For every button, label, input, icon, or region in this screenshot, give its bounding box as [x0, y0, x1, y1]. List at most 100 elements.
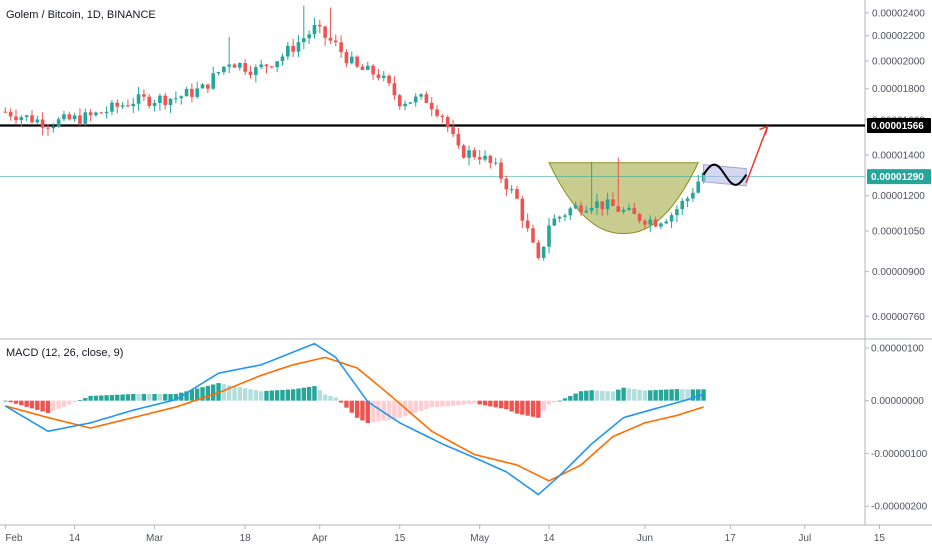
macd-axis[interactable]: 0.00000100 0.00000000 -0.00000100 -0.000002… — [865, 343, 928, 513]
candle-body — [195, 88, 200, 97]
candle-body — [429, 102, 434, 110]
candle-body — [51, 126, 56, 129]
histogram-bar — [605, 391, 610, 401]
candle-body — [467, 150, 471, 158]
histogram-bar — [35, 400, 40, 410]
candle-body — [445, 116, 450, 128]
candle-body — [275, 61, 279, 68]
histogram-bar — [594, 390, 600, 401]
candle-body — [8, 111, 13, 117]
histogram-bar — [83, 398, 88, 401]
histogram-bar — [450, 400, 456, 406]
candle-body — [397, 95, 402, 107]
candle-body — [72, 115, 77, 120]
time-tick-label: Mar — [146, 533, 164, 544]
candle-body — [451, 127, 455, 135]
candle-body — [83, 112, 88, 124]
price-tick-label: 0.00001400 — [872, 151, 925, 162]
histogram-bar — [115, 394, 120, 401]
candle-body — [675, 209, 679, 216]
histogram-bar — [541, 400, 546, 412]
histogram-bar — [690, 389, 696, 401]
candle-body — [525, 220, 530, 229]
candle-body — [46, 127, 50, 129]
candle-body — [120, 105, 125, 107]
candle-body — [67, 114, 72, 120]
candle-body — [318, 24, 322, 27]
time-tick-label: Feb — [5, 533, 23, 544]
candle-body — [280, 56, 285, 62]
histogram-bar — [413, 400, 418, 413]
candle-body — [147, 96, 152, 106]
histogram-bar — [157, 394, 163, 401]
candle-body — [248, 71, 253, 75]
histogram-bar — [504, 400, 509, 410]
candle-body — [264, 64, 269, 67]
histogram-bar — [29, 400, 35, 409]
candle-body — [419, 94, 423, 97]
candle-body — [600, 201, 605, 210]
candle-body — [424, 94, 429, 103]
candle-body — [595, 201, 599, 208]
histogram-bar — [477, 400, 482, 405]
time-axis[interactable]: Feb 14 Mar 18 Apr 15 May 14 Jun 17 Jul 15 — [4, 525, 885, 544]
macd-pane[interactable]: MACD (12, 26, close, 9) — [3, 342, 706, 496]
candles — [3, 5, 706, 261]
histogram-bar — [610, 391, 616, 401]
histogram-bar — [258, 391, 264, 401]
candle-body — [3, 111, 8, 113]
macd-signal-line — [5, 356, 704, 482]
histogram-bar — [200, 387, 205, 401]
candle-body — [653, 219, 658, 227]
histogram-bar — [189, 389, 195, 401]
price-tags: 0.00001566 0.00001290 — [867, 117, 931, 185]
candle-body — [461, 145, 466, 158]
price-axis[interactable]: 0.00002400 0.00002200 0.00002000 0.00001800… — [865, 8, 925, 323]
candle-body — [344, 52, 349, 64]
macd-tick-label: 0.00000000 — [871, 396, 924, 407]
price-tick-label: 0.00001800 — [872, 84, 925, 95]
price-tag-bg — [867, 169, 931, 185]
candle-body — [136, 94, 141, 104]
candle-body — [126, 105, 130, 107]
candle-body — [520, 198, 525, 221]
histogram-bar — [226, 385, 232, 401]
histogram-bar — [445, 400, 450, 407]
candle-body — [616, 206, 621, 212]
histogram-bar — [248, 389, 253, 401]
candle-body — [488, 155, 493, 163]
histogram-bar — [482, 400, 488, 406]
candle-body — [376, 74, 381, 78]
histogram-bar — [131, 394, 136, 401]
candle-body — [643, 220, 647, 225]
histogram-bar — [642, 390, 648, 401]
candle-body — [627, 208, 631, 210]
macd-line — [4, 342, 704, 496]
histogram-bar — [301, 387, 307, 401]
histogram-bar — [99, 395, 104, 401]
macd-title: MACD (12, 26, close, 9) — [6, 347, 123, 359]
price-tag-label: 0.00001290 — [871, 172, 924, 183]
histogram-bar — [685, 389, 690, 401]
candle-body — [312, 24, 317, 35]
histogram-bar — [333, 397, 338, 401]
histogram-bar — [306, 386, 312, 401]
macd-tick-label: -0.00000200 — [871, 502, 928, 513]
price-pane[interactable]: Golem / Bitcoin, 1D, BINANCE — [0, 5, 865, 261]
candle-body — [387, 75, 391, 84]
histogram-bar — [344, 400, 349, 408]
histogram-bar — [19, 400, 24, 406]
candle-body — [115, 102, 120, 107]
price-tag-bg — [867, 117, 931, 133]
histogram-bar — [493, 400, 498, 408]
histogram-bar — [429, 400, 434, 408]
candle-body — [158, 95, 162, 103]
histogram-bar — [45, 400, 51, 414]
candle-body — [477, 157, 482, 160]
candle-body — [557, 216, 562, 219]
candle-body — [483, 155, 487, 160]
candle-body — [403, 103, 407, 107]
candle-body — [19, 117, 24, 121]
candle-body — [333, 40, 338, 43]
histogram-bar — [440, 400, 445, 407]
